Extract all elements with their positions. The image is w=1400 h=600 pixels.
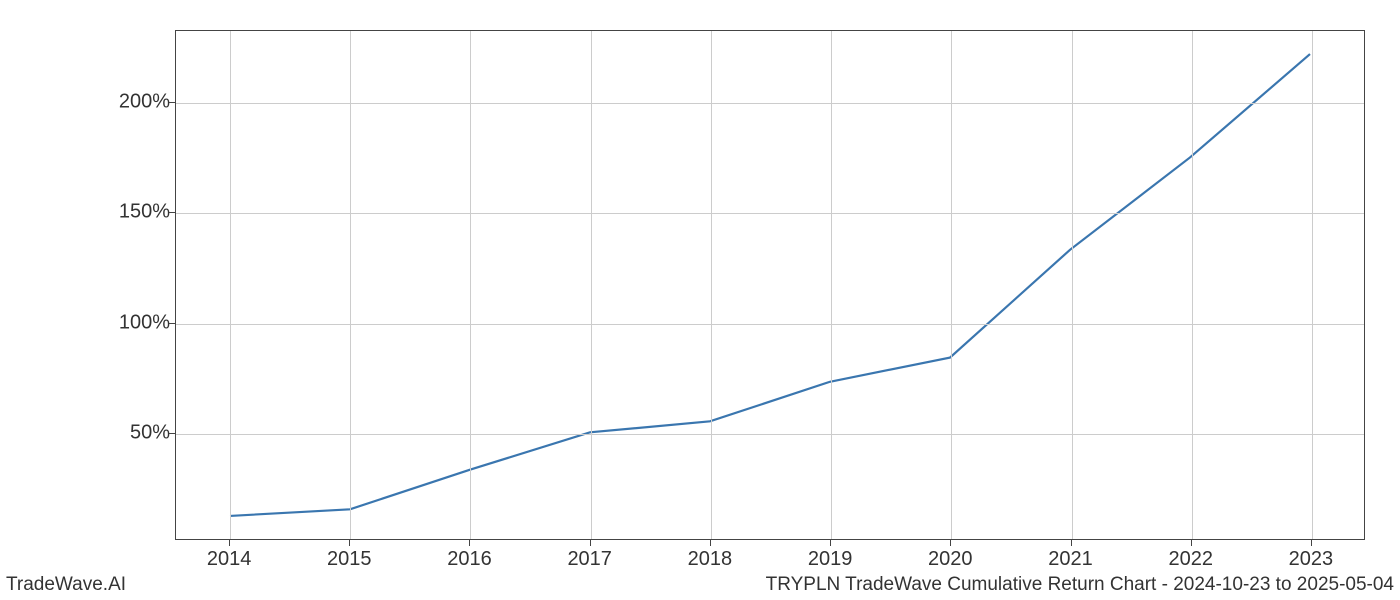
x-tick-mark [710, 540, 711, 546]
x-tick-label: 2021 [1048, 548, 1093, 571]
grid-line-vertical [1192, 31, 1193, 539]
y-tick-mark [169, 212, 175, 213]
x-tick-label: 2022 [1168, 548, 1213, 571]
x-tick-mark [590, 540, 591, 546]
y-tick-label: 200% [90, 90, 170, 113]
grid-line-vertical [230, 31, 231, 539]
x-tick-label: 2020 [928, 548, 973, 571]
footer-right-text: TRYPLN TradeWave Cumulative Return Chart… [766, 574, 1394, 596]
grid-line-horizontal [176, 434, 1364, 435]
grid-line-horizontal [176, 103, 1364, 104]
y-tick-mark [169, 323, 175, 324]
y-tick-mark [169, 433, 175, 434]
grid-line-vertical [1072, 31, 1073, 539]
x-tick-mark [469, 540, 470, 546]
x-tick-mark [1191, 540, 1192, 546]
chart-container [175, 30, 1365, 540]
x-tick-label: 2019 [808, 548, 853, 571]
footer-left-text: TradeWave.AI [6, 574, 126, 596]
grid-line-horizontal [176, 213, 1364, 214]
grid-line-vertical [470, 31, 471, 539]
x-tick-label: 2017 [567, 548, 612, 571]
y-tick-mark [169, 102, 175, 103]
grid-line-vertical [350, 31, 351, 539]
x-tick-mark [950, 540, 951, 546]
x-tick-label: 2016 [447, 548, 492, 571]
grid-line-vertical [591, 31, 592, 539]
plot-area [175, 30, 1365, 540]
grid-line-vertical [831, 31, 832, 539]
x-tick-mark [349, 540, 350, 546]
x-tick-mark [830, 540, 831, 546]
grid-line-vertical [951, 31, 952, 539]
x-tick-label: 2015 [327, 548, 372, 571]
data-line [230, 54, 1310, 516]
x-tick-label: 2023 [1289, 548, 1334, 571]
y-tick-label: 50% [90, 421, 170, 444]
y-tick-label: 150% [90, 201, 170, 224]
x-tick-label: 2018 [688, 548, 733, 571]
grid-line-vertical [1312, 31, 1313, 539]
x-tick-mark [1311, 540, 1312, 546]
x-tick-mark [1071, 540, 1072, 546]
grid-line-vertical [711, 31, 712, 539]
y-tick-label: 100% [90, 311, 170, 334]
x-tick-mark [229, 540, 230, 546]
x-tick-label: 2014 [207, 548, 252, 571]
grid-line-horizontal [176, 324, 1364, 325]
line-chart-svg [176, 31, 1364, 539]
